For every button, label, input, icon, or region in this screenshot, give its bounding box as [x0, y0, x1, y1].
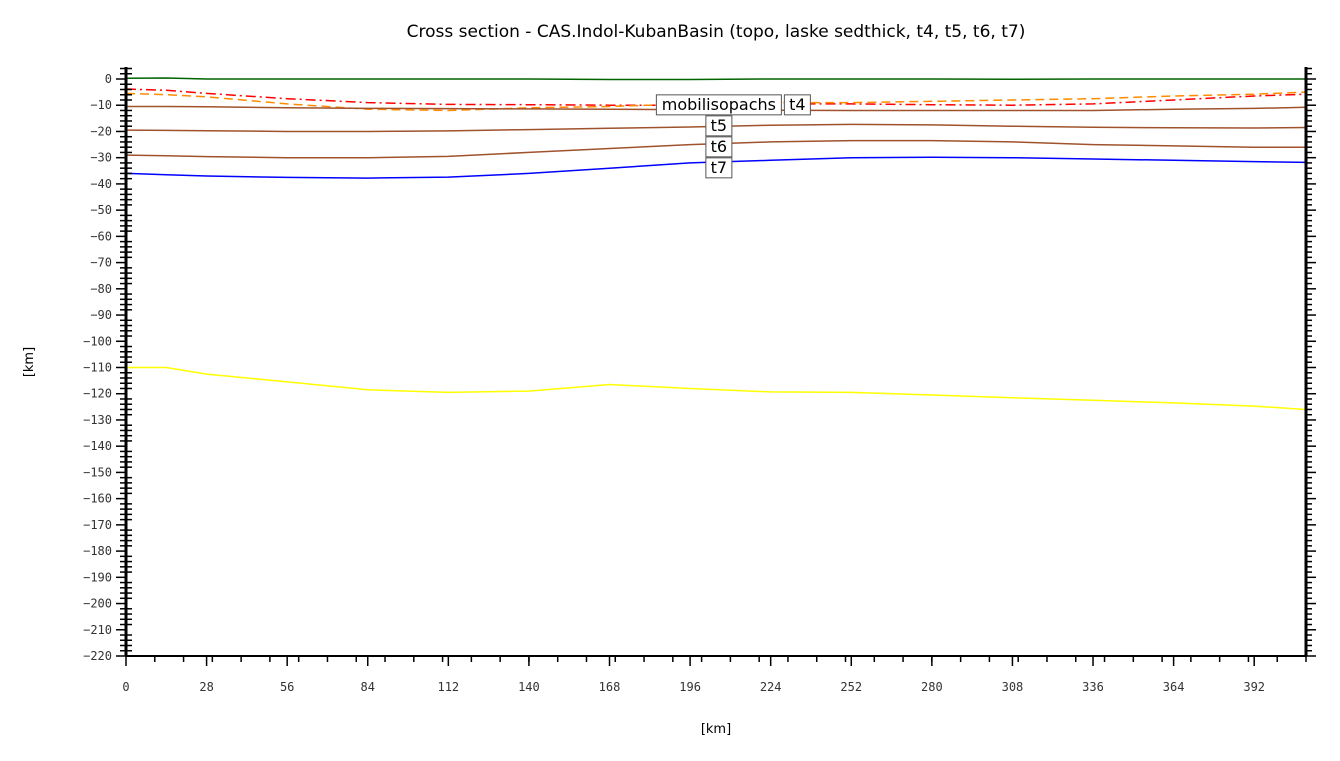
axes-layer: 0 −10 −20 −30 −40 −50 −60 −70 −80 −90 −100 −110 −120… — [83, 67, 1316, 694]
x-axis-label: [km] — [701, 722, 731, 737]
y-tick-label: 0 — [105, 72, 112, 86]
x-tick-label: 364 — [1163, 680, 1185, 694]
y-tick-label: −140 — [83, 439, 112, 453]
annotation-label: mobilisopachs — [655, 94, 782, 116]
annotation-label: t6 — [705, 136, 733, 158]
y-tick-label: −40 — [90, 177, 112, 191]
annotation-label: t4 — [783, 94, 811, 116]
x-tick-label: 280 — [921, 680, 943, 694]
x-tick-label: 28 — [199, 680, 213, 694]
x-tick-label: 196 — [679, 680, 701, 694]
x-tick-label: 336 — [1082, 680, 1104, 694]
y-tick-label: −80 — [90, 282, 112, 296]
y-tick-label: −60 — [90, 229, 112, 243]
series-line-4 — [125, 123, 1307, 133]
annotation-box — [655, 94, 782, 116]
y-tick-label: −120 — [83, 387, 112, 401]
y-tick-label: −110 — [83, 361, 112, 375]
y-tick-label: −130 — [83, 413, 112, 427]
annotation-box — [783, 94, 811, 116]
x-tick-label: 140 — [518, 680, 540, 694]
series-line-0 — [125, 77, 1306, 81]
annotation-text: t4 — [789, 95, 805, 114]
x-tick-label: 308 — [1002, 680, 1024, 694]
y-tick-label: −90 — [90, 308, 112, 322]
y-tick-label: −100 — [83, 334, 112, 348]
x-tick-label: 112 — [437, 680, 459, 694]
x-tick-label: 0 — [122, 680, 129, 694]
y-tick-label: −160 — [83, 492, 112, 506]
series-line-6 — [125, 156, 1307, 179]
annotation-text: t7 — [711, 158, 727, 177]
annotation-box — [705, 136, 733, 158]
annotation-box — [705, 157, 733, 179]
y-tick-label: −50 — [90, 203, 112, 217]
series-line-7 — [126, 366, 1307, 411]
annotation-box — [705, 115, 733, 137]
x-tick-label: 252 — [840, 680, 862, 694]
x-tick-label: 224 — [760, 680, 782, 694]
y-tick-label: −170 — [83, 518, 112, 532]
x-tick-label: 56 — [280, 680, 294, 694]
x-tick-label: 84 — [361, 680, 375, 694]
y-tick-label: −220 — [83, 649, 112, 663]
x-tick-label: 168 — [599, 680, 621, 694]
annotation-text: t6 — [711, 137, 727, 156]
annotation-text: mobilisopachs — [662, 95, 776, 114]
series-line-5 — [125, 139, 1306, 159]
annotation-text: t5 — [711, 116, 727, 135]
y-tick-label: −30 — [90, 151, 112, 165]
y-tick-label: −10 — [90, 98, 112, 112]
y-tick-label: −190 — [83, 570, 112, 584]
y-tick-label: −180 — [83, 544, 112, 558]
annotation-label: t5 — [705, 115, 733, 137]
chart-title: Cross section - CAS.Indol-KubanBasin (to… — [407, 22, 1026, 42]
y-tick-label: −150 — [83, 465, 112, 479]
y-tick-label: −200 — [83, 597, 112, 611]
y-tick-label: −210 — [83, 623, 112, 637]
annotation-layer: mobilisopachs t4 t5 t6 t7 — [655, 94, 811, 179]
y-axis-label: [km] — [22, 347, 37, 377]
annotation-label: t7 — [705, 157, 733, 179]
y-tick-label: −20 — [90, 124, 112, 138]
y-tick-label: −70 — [90, 256, 112, 270]
x-tick-label: 392 — [1243, 680, 1265, 694]
